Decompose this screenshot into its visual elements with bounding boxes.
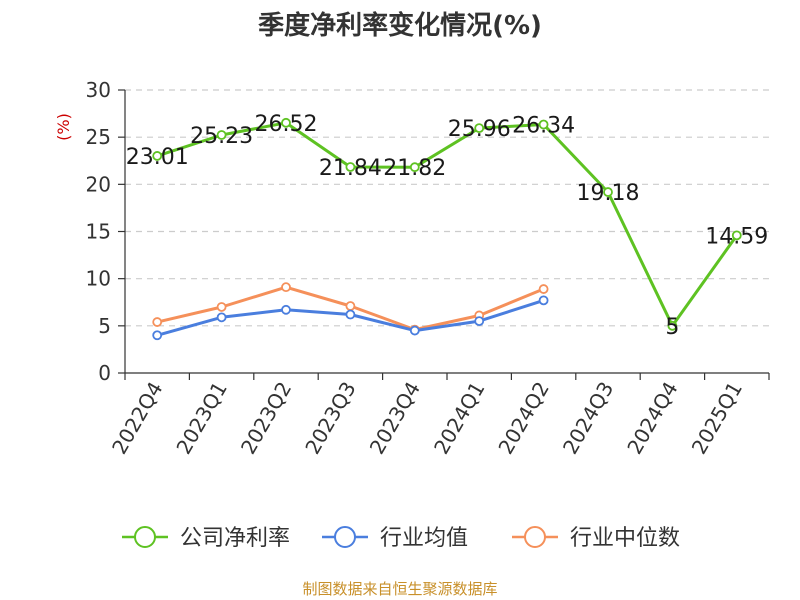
y-tick-label: 0 bbox=[98, 361, 111, 385]
legend-label: 行业中位数 bbox=[570, 526, 680, 551]
data-label: 5 bbox=[665, 315, 679, 340]
series-layer bbox=[152, 117, 742, 341]
axis-layer: 0 5 10 15 20 25 30 2022Q4 2023Q1 2023Q2 2023Q3 2023… bbox=[86, 78, 770, 459]
data-point bbox=[281, 304, 291, 315]
data-label: 23.01 bbox=[126, 145, 189, 170]
data-point bbox=[216, 130, 227, 140]
data-point bbox=[538, 284, 549, 294]
x-tick-label: 2023Q2 bbox=[236, 378, 296, 459]
data-point bbox=[474, 123, 485, 134]
data-label: 19.18 bbox=[577, 181, 640, 206]
x-tick-label: 2023Q1 bbox=[171, 378, 231, 459]
series-公司净利率 bbox=[152, 117, 742, 331]
x-tick-label: 2024Q1 bbox=[429, 378, 489, 459]
y-tick-label: 20 bbox=[86, 172, 111, 196]
data-point bbox=[409, 162, 420, 173]
data-point bbox=[474, 316, 485, 327]
legend-label: 行业均值 bbox=[380, 526, 468, 551]
data-label: 25.96 bbox=[448, 117, 511, 142]
y-tick-label: 5 bbox=[98, 314, 111, 338]
data-point bbox=[281, 282, 291, 293]
data-point bbox=[603, 187, 613, 197]
data-point bbox=[345, 301, 356, 311]
data-point bbox=[216, 312, 227, 323]
chart-title: 季度净利率变化情况(%) bbox=[258, 10, 542, 41]
x-tick-label: 2022Q4 bbox=[107, 378, 167, 459]
x-tick-label: 2023Q3 bbox=[300, 378, 360, 459]
data-point bbox=[152, 151, 163, 161]
x-tick-label: 2024Q3 bbox=[558, 378, 618, 459]
data-point bbox=[409, 325, 420, 336]
data-label: 21.82 bbox=[383, 156, 446, 181]
data-point bbox=[345, 309, 356, 320]
y-tick-label: 10 bbox=[86, 267, 111, 291]
data-label: 26.34 bbox=[512, 114, 575, 139]
legend-item-行业中位数: 行业中位数 bbox=[512, 526, 680, 551]
data-label: 26.52 bbox=[255, 112, 318, 137]
x-tick-label: 2025Q1 bbox=[687, 378, 747, 459]
series-行业均值 bbox=[152, 295, 549, 341]
legend-label: 公司净利率 bbox=[180, 526, 290, 551]
legend-marker bbox=[524, 526, 546, 548]
y-axis-unit-label: (%) bbox=[54, 113, 73, 141]
y-tick-label: 25 bbox=[86, 125, 111, 149]
y-tick-label: 15 bbox=[86, 220, 111, 244]
legend-item-行业均值: 行业均值 bbox=[322, 526, 468, 551]
series-line bbox=[156, 121, 739, 328]
data-point bbox=[538, 119, 549, 130]
data-point bbox=[152, 317, 163, 327]
legend-marker bbox=[134, 526, 156, 548]
y-tick-label: 30 bbox=[86, 78, 111, 102]
data-label: 14.59 bbox=[705, 224, 768, 249]
x-tick-label: 2023Q4 bbox=[365, 378, 425, 459]
data-point bbox=[345, 162, 356, 172]
source-note: 制图数据来自恒生聚源数据库 bbox=[302, 580, 497, 598]
data-point bbox=[152, 330, 163, 341]
legend: 公司净利率 行业均值 行业中位数 bbox=[122, 526, 680, 551]
data-point bbox=[281, 117, 291, 128]
data-point bbox=[731, 230, 742, 241]
data-label: 21.84 bbox=[319, 156, 382, 181]
data-point bbox=[667, 320, 678, 331]
data-point bbox=[216, 302, 227, 312]
data-label: 25.23 bbox=[190, 124, 253, 149]
legend-marker bbox=[334, 526, 356, 548]
x-tick-label: 2024Q2 bbox=[493, 378, 553, 459]
legend-item-公司净利率: 公司净利率 bbox=[122, 526, 290, 551]
x-tick-label: 2024Q4 bbox=[622, 378, 682, 459]
data-point bbox=[538, 295, 549, 306]
